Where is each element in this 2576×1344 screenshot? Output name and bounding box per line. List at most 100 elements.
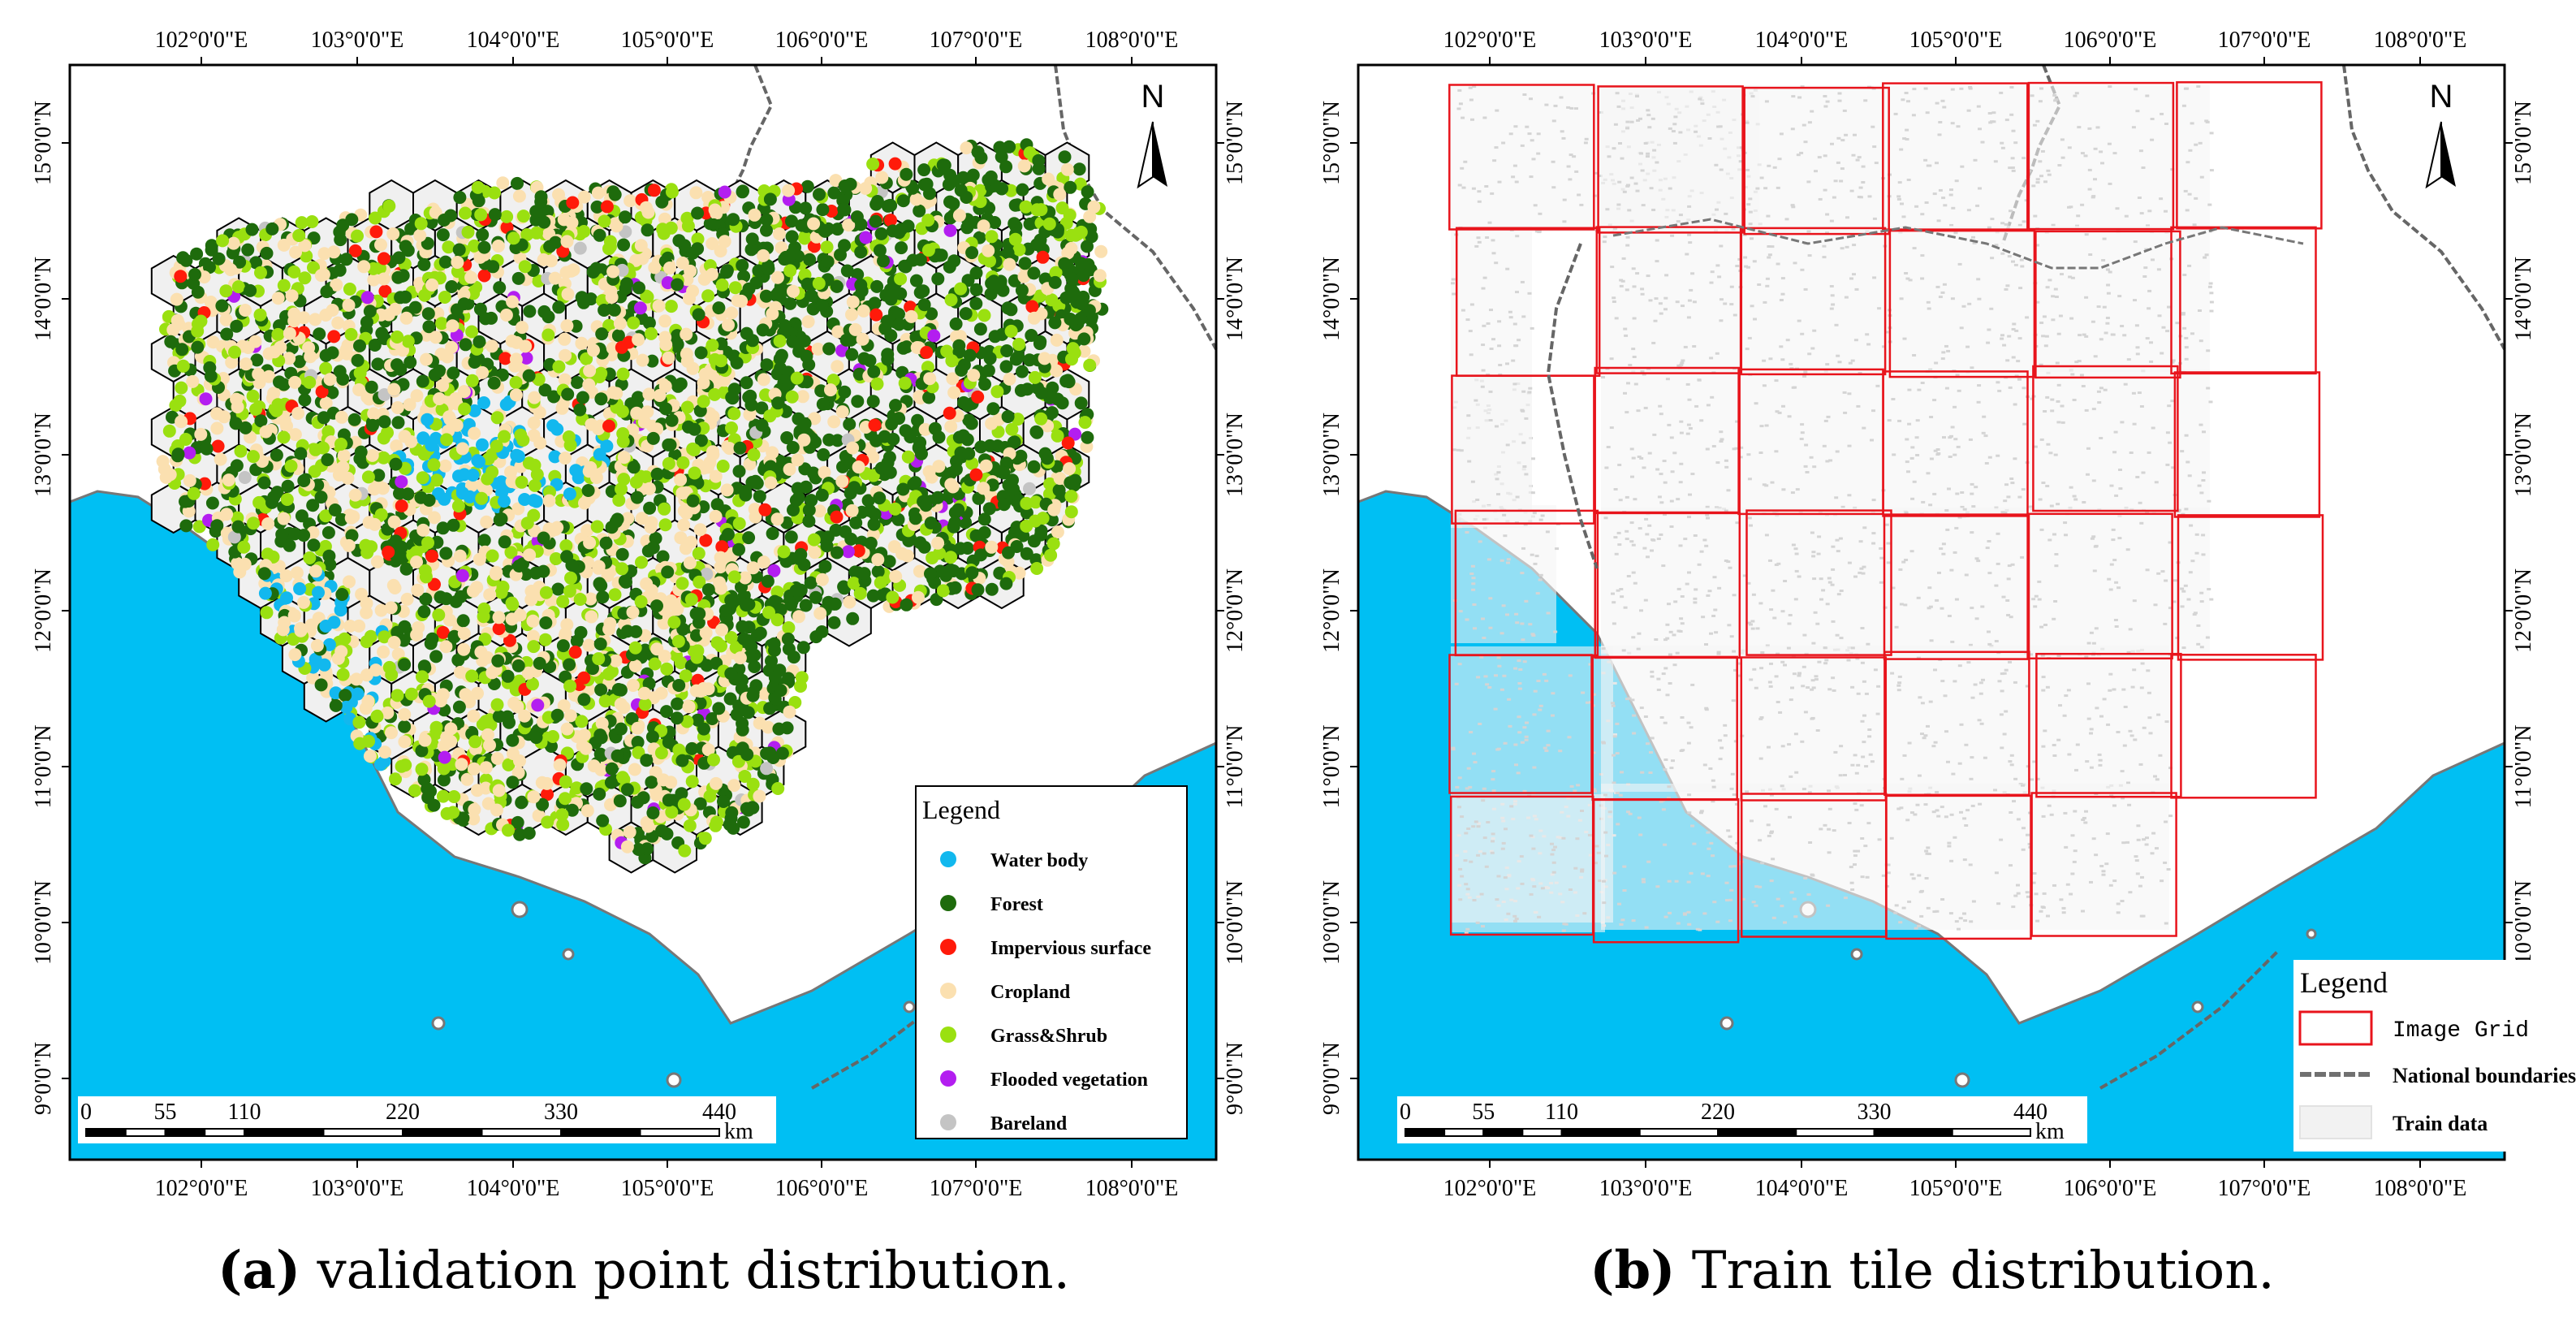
validation-point [601, 568, 615, 582]
validation-point [656, 223, 670, 236]
validation-point [727, 213, 740, 227]
validation-point [720, 483, 734, 497]
train-data-mark [1531, 457, 1535, 460]
validation-point [410, 389, 424, 403]
validation-point [257, 476, 271, 490]
validation-point [1064, 241, 1078, 255]
validation-point [947, 520, 960, 534]
map-b[interactable]: 102°0'0"E102°0'0"E103°0'0"E103°0'0"E104°… [1288, 0, 2576, 1226]
validation-point [1032, 153, 1046, 167]
validation-point [1093, 269, 1107, 283]
validation-point [457, 385, 471, 399]
validation-point [437, 739, 451, 753]
validation-point [657, 773, 671, 787]
validation-point [598, 214, 611, 228]
validation-point [1008, 232, 1022, 246]
train-data-mark [1468, 86, 1473, 89]
validation-point [377, 272, 390, 286]
validation-point [550, 422, 564, 436]
train-data-mark [1521, 441, 1526, 444]
validation-point [645, 776, 658, 789]
validation-point [194, 427, 208, 441]
validation-point [835, 344, 849, 357]
validation-point [994, 278, 1008, 292]
validation-point [360, 635, 373, 649]
validation-point [1043, 477, 1057, 490]
validation-point [783, 705, 796, 719]
validation-point [718, 604, 732, 617]
validation-point [1023, 146, 1037, 160]
validation-point [504, 546, 518, 560]
validation-point [674, 531, 688, 545]
validation-point [391, 270, 405, 284]
train-data-mark [1478, 540, 1482, 543]
validation-point [372, 469, 386, 482]
validation-point [799, 599, 813, 612]
validation-point [390, 439, 403, 453]
validation-point [760, 213, 774, 227]
validation-point [752, 264, 766, 278]
validation-point [1068, 427, 1082, 441]
lon-label-bottom: 103°0'0"E [311, 1176, 404, 1201]
validation-point [467, 762, 481, 776]
train-data-mark [1593, 171, 1598, 175]
validation-point [943, 195, 956, 209]
validation-point [292, 229, 306, 242]
validation-point [453, 191, 467, 205]
train-data-mark [1451, 278, 1456, 281]
validation-point [615, 404, 629, 418]
validation-point [818, 223, 831, 237]
validation-point [267, 490, 281, 504]
validation-point [219, 284, 233, 298]
validation-point [1058, 150, 1072, 164]
validation-point [607, 303, 621, 317]
validation-point [582, 638, 596, 652]
train-data-mark [1470, 564, 1475, 568]
validation-point [227, 530, 241, 544]
validation-point [748, 208, 762, 222]
validation-point [267, 345, 281, 359]
validation-point [838, 179, 852, 192]
validation-point [617, 473, 631, 486]
validation-point [798, 334, 811, 348]
validation-point [789, 584, 803, 598]
validation-point [280, 419, 293, 433]
validation-point [744, 243, 758, 257]
validation-point [1027, 311, 1041, 325]
validation-point [360, 606, 373, 620]
validation-point [455, 758, 468, 771]
validation-point [377, 252, 390, 266]
validation-point [898, 259, 912, 273]
validation-point [344, 511, 358, 525]
validation-point [429, 720, 443, 734]
validation-point [978, 378, 991, 391]
validation-point [319, 361, 333, 375]
validation-point [733, 651, 747, 665]
validation-point [174, 270, 188, 283]
validation-point [665, 806, 679, 819]
validation-point [646, 431, 660, 445]
validation-point [932, 460, 946, 473]
validation-point [838, 581, 851, 595]
train-data-mark [1511, 175, 1516, 179]
map-a[interactable]: 102°0'0"E102°0'0"E103°0'0"E103°0'0"E104°… [0, 0, 1288, 1226]
validation-point [222, 473, 235, 487]
validation-point [538, 633, 552, 646]
validation-point [686, 361, 700, 375]
validation-point [917, 163, 931, 177]
validation-point [985, 417, 999, 430]
validation-point [303, 551, 317, 564]
train-data-mark [1535, 592, 1540, 595]
validation-point [304, 618, 318, 632]
validation-point [490, 411, 504, 425]
validation-point [1078, 416, 1092, 430]
validation-point [624, 194, 637, 208]
validation-point [761, 574, 775, 588]
train-data-mark [1513, 125, 1518, 128]
validation-point [319, 309, 333, 322]
validation-point [952, 209, 966, 223]
validation-point [683, 556, 697, 570]
lon-label-top: 106°0'0"E [775, 28, 869, 53]
validation-point [529, 566, 542, 580]
train-data-mark [1508, 310, 1512, 313]
